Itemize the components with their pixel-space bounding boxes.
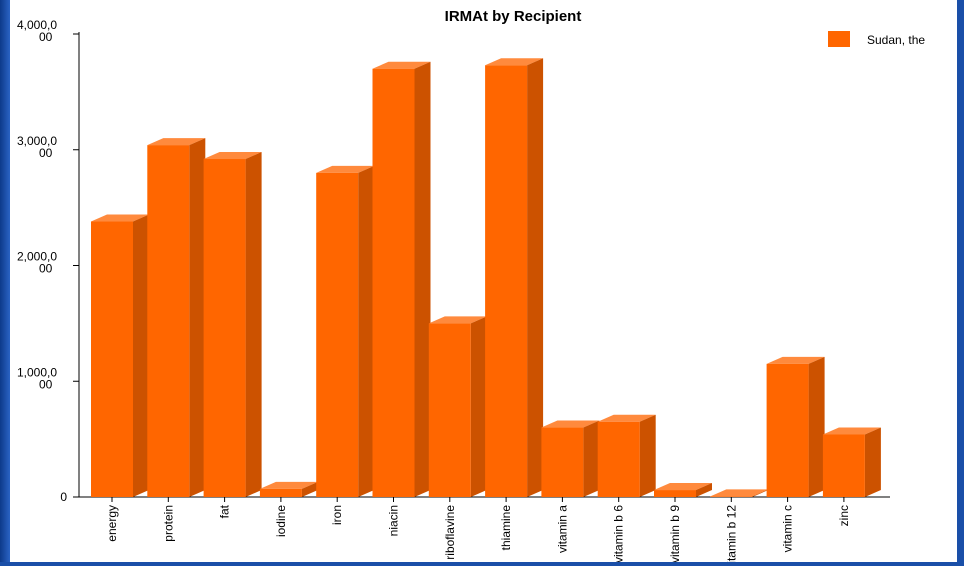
chart-legend: Sudan, the <box>828 31 925 47</box>
y-tick-label: 3,000,0 <box>17 134 57 148</box>
bar-front-face <box>147 145 190 497</box>
bar-top-face <box>203 152 262 160</box>
chart-bars <box>91 58 881 497</box>
bar-front-face <box>316 172 359 497</box>
y-tick-label-continued: 00 <box>39 30 53 44</box>
slide-frame-bottom <box>0 562 964 566</box>
bar-top-face <box>541 420 600 428</box>
bar-chart: IRMAt by Recipient 01,000,0002,000,0003,… <box>17 8 925 566</box>
bar-iron <box>316 165 375 497</box>
y-tick-label: 2,000,0 <box>17 250 57 264</box>
x-tick-label: thiamine <box>499 505 513 551</box>
x-tick-label: iodine <box>274 505 288 537</box>
bar-front-face <box>485 65 528 497</box>
bar-front-face <box>710 496 753 497</box>
bar-side-face <box>752 489 769 497</box>
bar-side-face <box>358 165 375 497</box>
bar-side-face <box>414 61 431 497</box>
y-tick-label: 1,000,0 <box>17 365 57 379</box>
bar-top-face <box>597 414 656 422</box>
bar-front-face <box>91 221 133 497</box>
bar-front-face <box>428 323 471 497</box>
bar-top-face <box>485 58 544 66</box>
bar-vitamin-b-6 <box>597 414 656 497</box>
bar-side-face <box>696 483 712 497</box>
y-tick-label: 4,000,0 <box>17 18 57 32</box>
bar-vitamin-c <box>766 356 825 497</box>
y-tick-label-continued: 00 <box>39 377 53 391</box>
bar-iodine <box>259 481 318 497</box>
bar-side-face <box>245 152 262 497</box>
bar-top-face <box>91 214 149 222</box>
bar-front-face <box>766 363 809 497</box>
bar-side-face <box>133 214 149 497</box>
bar-top-face <box>259 481 318 489</box>
chart-panel: IRMAt by Recipient 0 1,000,0 00 2,000,0 00 3,… <box>10 0 957 566</box>
y-tick-label-continued: 00 <box>39 146 53 160</box>
bar-vitamin-a <box>541 420 600 497</box>
bar-front-face <box>203 159 246 497</box>
slide-frame-right <box>957 0 964 566</box>
bar-top-face <box>428 316 487 324</box>
bar-top-face <box>822 427 881 435</box>
x-tick-label: vitamin b 6 <box>612 505 626 562</box>
slide-frame-left <box>0 0 10 566</box>
chart-title: IRMAt by Recipient <box>445 8 582 25</box>
bar-fat <box>203 152 262 497</box>
y-tick-label-continued: 00 <box>39 262 53 276</box>
bar-niacin <box>372 61 431 497</box>
x-tick-label: vitamin a <box>555 505 569 553</box>
bar-riboflavine <box>428 316 487 497</box>
bar-vitamin-b-9 <box>654 483 712 497</box>
bar-front-face <box>372 68 415 497</box>
bar-energy <box>91 214 149 497</box>
bar-side-face <box>639 414 656 497</box>
bar-side-face <box>808 356 825 497</box>
x-tick-label: zinc <box>837 505 851 526</box>
x-tick-label: iron <box>330 505 344 525</box>
bar-side-face <box>470 316 487 497</box>
x-axis-labels: energy protein fat iodine iron niacin riboflav… <box>105 497 851 566</box>
x-tick-label: vitamin c <box>781 505 795 552</box>
bar-top-face <box>316 165 375 173</box>
x-tick-label: niacin <box>387 505 401 536</box>
bar-front-face <box>822 434 865 497</box>
bar-side-face <box>583 420 600 497</box>
bar-side-face <box>189 138 206 497</box>
bar-side-face <box>301 481 318 497</box>
x-tick-label: fat <box>218 504 232 518</box>
bar-thiamine <box>485 58 544 497</box>
bar-front-face <box>259 488 302 497</box>
legend-swatch <box>828 31 850 47</box>
y-tick-label: 0 <box>60 490 67 504</box>
bar-side-face <box>527 58 544 497</box>
bar-top-face <box>372 61 431 69</box>
x-tick-label: energy <box>105 505 119 542</box>
bar-vitamin-b-12 <box>710 489 769 497</box>
bar-top-face <box>147 138 206 146</box>
legend-label: Sudan, the <box>867 33 925 47</box>
x-tick-label: vitamin b 12 <box>724 505 738 562</box>
x-tick-label: vitamin b 9 <box>668 505 682 562</box>
bar-top-face <box>710 489 769 497</box>
bar-front-face <box>541 427 584 497</box>
bar-top-face <box>766 356 825 364</box>
bar-protein <box>147 138 206 497</box>
x-tick-label: protein <box>161 505 175 542</box>
bar-front-face <box>654 490 696 497</box>
bar-top-face <box>654 483 712 491</box>
bar-front-face <box>597 421 640 497</box>
x-tick-label: riboflavine <box>443 505 457 560</box>
bar-side-face <box>864 427 881 497</box>
bar-zinc <box>822 427 881 497</box>
